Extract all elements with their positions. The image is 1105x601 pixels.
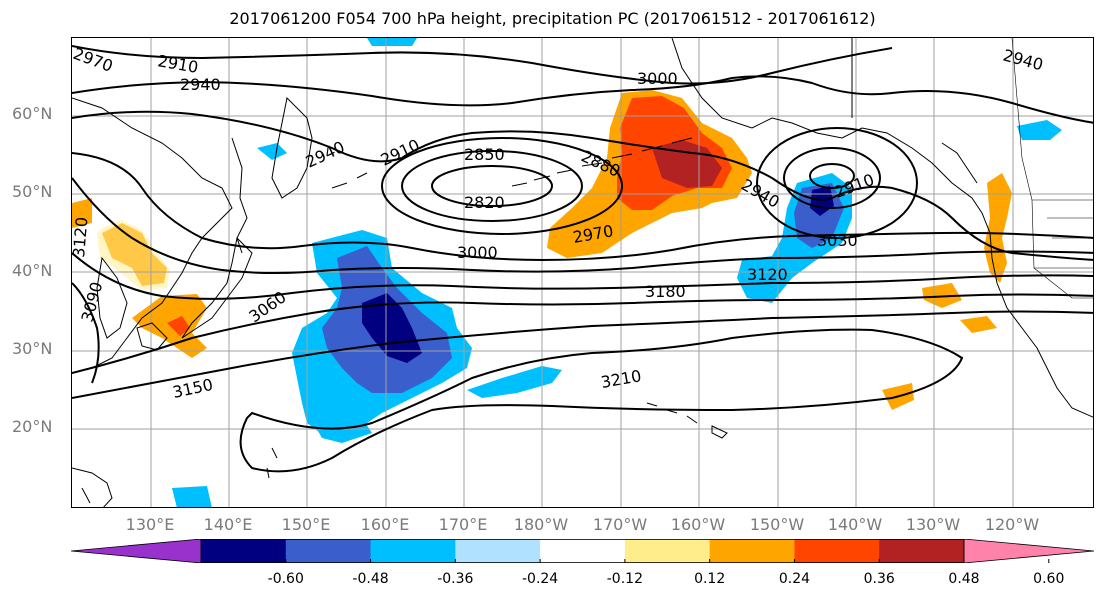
- contour-label: 3090: [78, 280, 107, 324]
- lon-label: 130°W: [905, 515, 961, 534]
- lat-label: 60°N: [12, 104, 53, 123]
- map-canvas: 2910 2940 2970 3000 2910 2850 2820 2880 …: [72, 38, 1093, 507]
- lon-label: 140°W: [827, 515, 883, 534]
- colorbar-segment: [370, 539, 456, 563]
- lat-label: 40°N: [12, 261, 53, 280]
- lon-label: 160°E: [360, 515, 410, 534]
- colorbar-extend-low: [71, 539, 202, 563]
- precip-lightyellow-japan: [97, 220, 170, 290]
- precip-blue-small-left: [257, 143, 287, 160]
- precip-red-korea: [167, 316, 190, 336]
- lon-label: 160°W: [670, 515, 726, 534]
- precip-orange-edge: [72, 198, 92, 228]
- precipitation-shading: [72, 38, 1062, 507]
- lon-label: 120°W: [984, 515, 1040, 534]
- contour-label: 2940: [303, 137, 348, 171]
- precip-blue-bottomleft: [172, 486, 212, 507]
- precip-blue-canada: [1017, 120, 1062, 140]
- precip-blue-strip: [467, 366, 562, 398]
- colorbar: [71, 539, 1094, 563]
- colorbar-segment: [709, 539, 795, 563]
- contour-label: 2910: [156, 51, 199, 77]
- map-title: 2017061200 F054 700 hPa height, precipit…: [229, 9, 876, 28]
- contour-label: 2940: [1001, 46, 1045, 75]
- precip-blue-top: [367, 38, 417, 46]
- lon-label: 140°E: [203, 515, 253, 534]
- precip-orange-pacific2: [960, 316, 997, 333]
- colorbar-segment: [540, 539, 626, 563]
- lon-label: 130°E: [125, 515, 175, 534]
- contour-label: 3000: [457, 243, 498, 262]
- colorbar-segment: [794, 539, 880, 563]
- contour-label: 3120: [72, 216, 92, 258]
- contour-label: 3120: [747, 265, 788, 284]
- lon-label: 170°E: [438, 515, 488, 534]
- lon-label: 150°W: [749, 515, 805, 534]
- colorbar-tick-label: -0.48: [352, 571, 389, 587]
- lon-label: 180°W: [513, 515, 569, 534]
- colorbar-segment: [624, 539, 711, 563]
- precip-orange-coast: [984, 173, 1012, 283]
- precip-blue-lower: [302, 403, 372, 443]
- contour-label: 3180: [645, 282, 686, 301]
- colorbar-tick-label: -0.24: [521, 571, 559, 587]
- graticule: [72, 38, 1093, 507]
- colorbar-segment: [201, 539, 287, 563]
- colorbar-extend-high: [963, 539, 1094, 563]
- contour-label: 3000: [637, 69, 678, 88]
- contour-label: 3210: [599, 366, 642, 392]
- lat-label: 30°N: [12, 339, 53, 358]
- colorbar-tick-label: -0.12: [606, 571, 643, 587]
- precip-darkred-aleutian: [652, 140, 722, 188]
- height-contours: [72, 45, 1093, 473]
- contour-label: 2820: [464, 193, 505, 212]
- colorbar-tick-label: 0.12: [694, 571, 726, 587]
- colorbar-frame: [200, 539, 965, 563]
- lon-label: 170°W: [592, 515, 648, 534]
- colorbar-tick-label: 0.36: [863, 571, 895, 587]
- lon-label: 150°E: [281, 515, 331, 534]
- contour-label: 2940: [180, 75, 221, 94]
- coastlines: [72, 38, 1093, 507]
- colorbar-tick-label: -0.36: [437, 571, 474, 587]
- colorbar-segment: [285, 539, 372, 563]
- lat-label: 20°N: [12, 417, 53, 436]
- colorbar-segment: [879, 539, 965, 563]
- colorbar-tick-label: 0.48: [948, 571, 980, 587]
- colorbar-tick-label: 0.60: [1033, 571, 1065, 587]
- contour-label: 3030: [817, 231, 858, 250]
- precip-navy-central: [362, 293, 422, 363]
- map-panel: 2910 2940 2970 3000 2910 2850 2820 2880 …: [71, 37, 1094, 508]
- colorbar-tick-label: 0.24: [778, 571, 811, 587]
- colorbar-tick-label: -0.60: [267, 571, 304, 587]
- contour-label: 2850: [464, 145, 505, 164]
- colorbar-segment: [455, 539, 541, 563]
- contour-label: 2910: [378, 135, 423, 169]
- lat-label: 50°N: [12, 182, 53, 201]
- contour-label: 2970: [72, 44, 115, 76]
